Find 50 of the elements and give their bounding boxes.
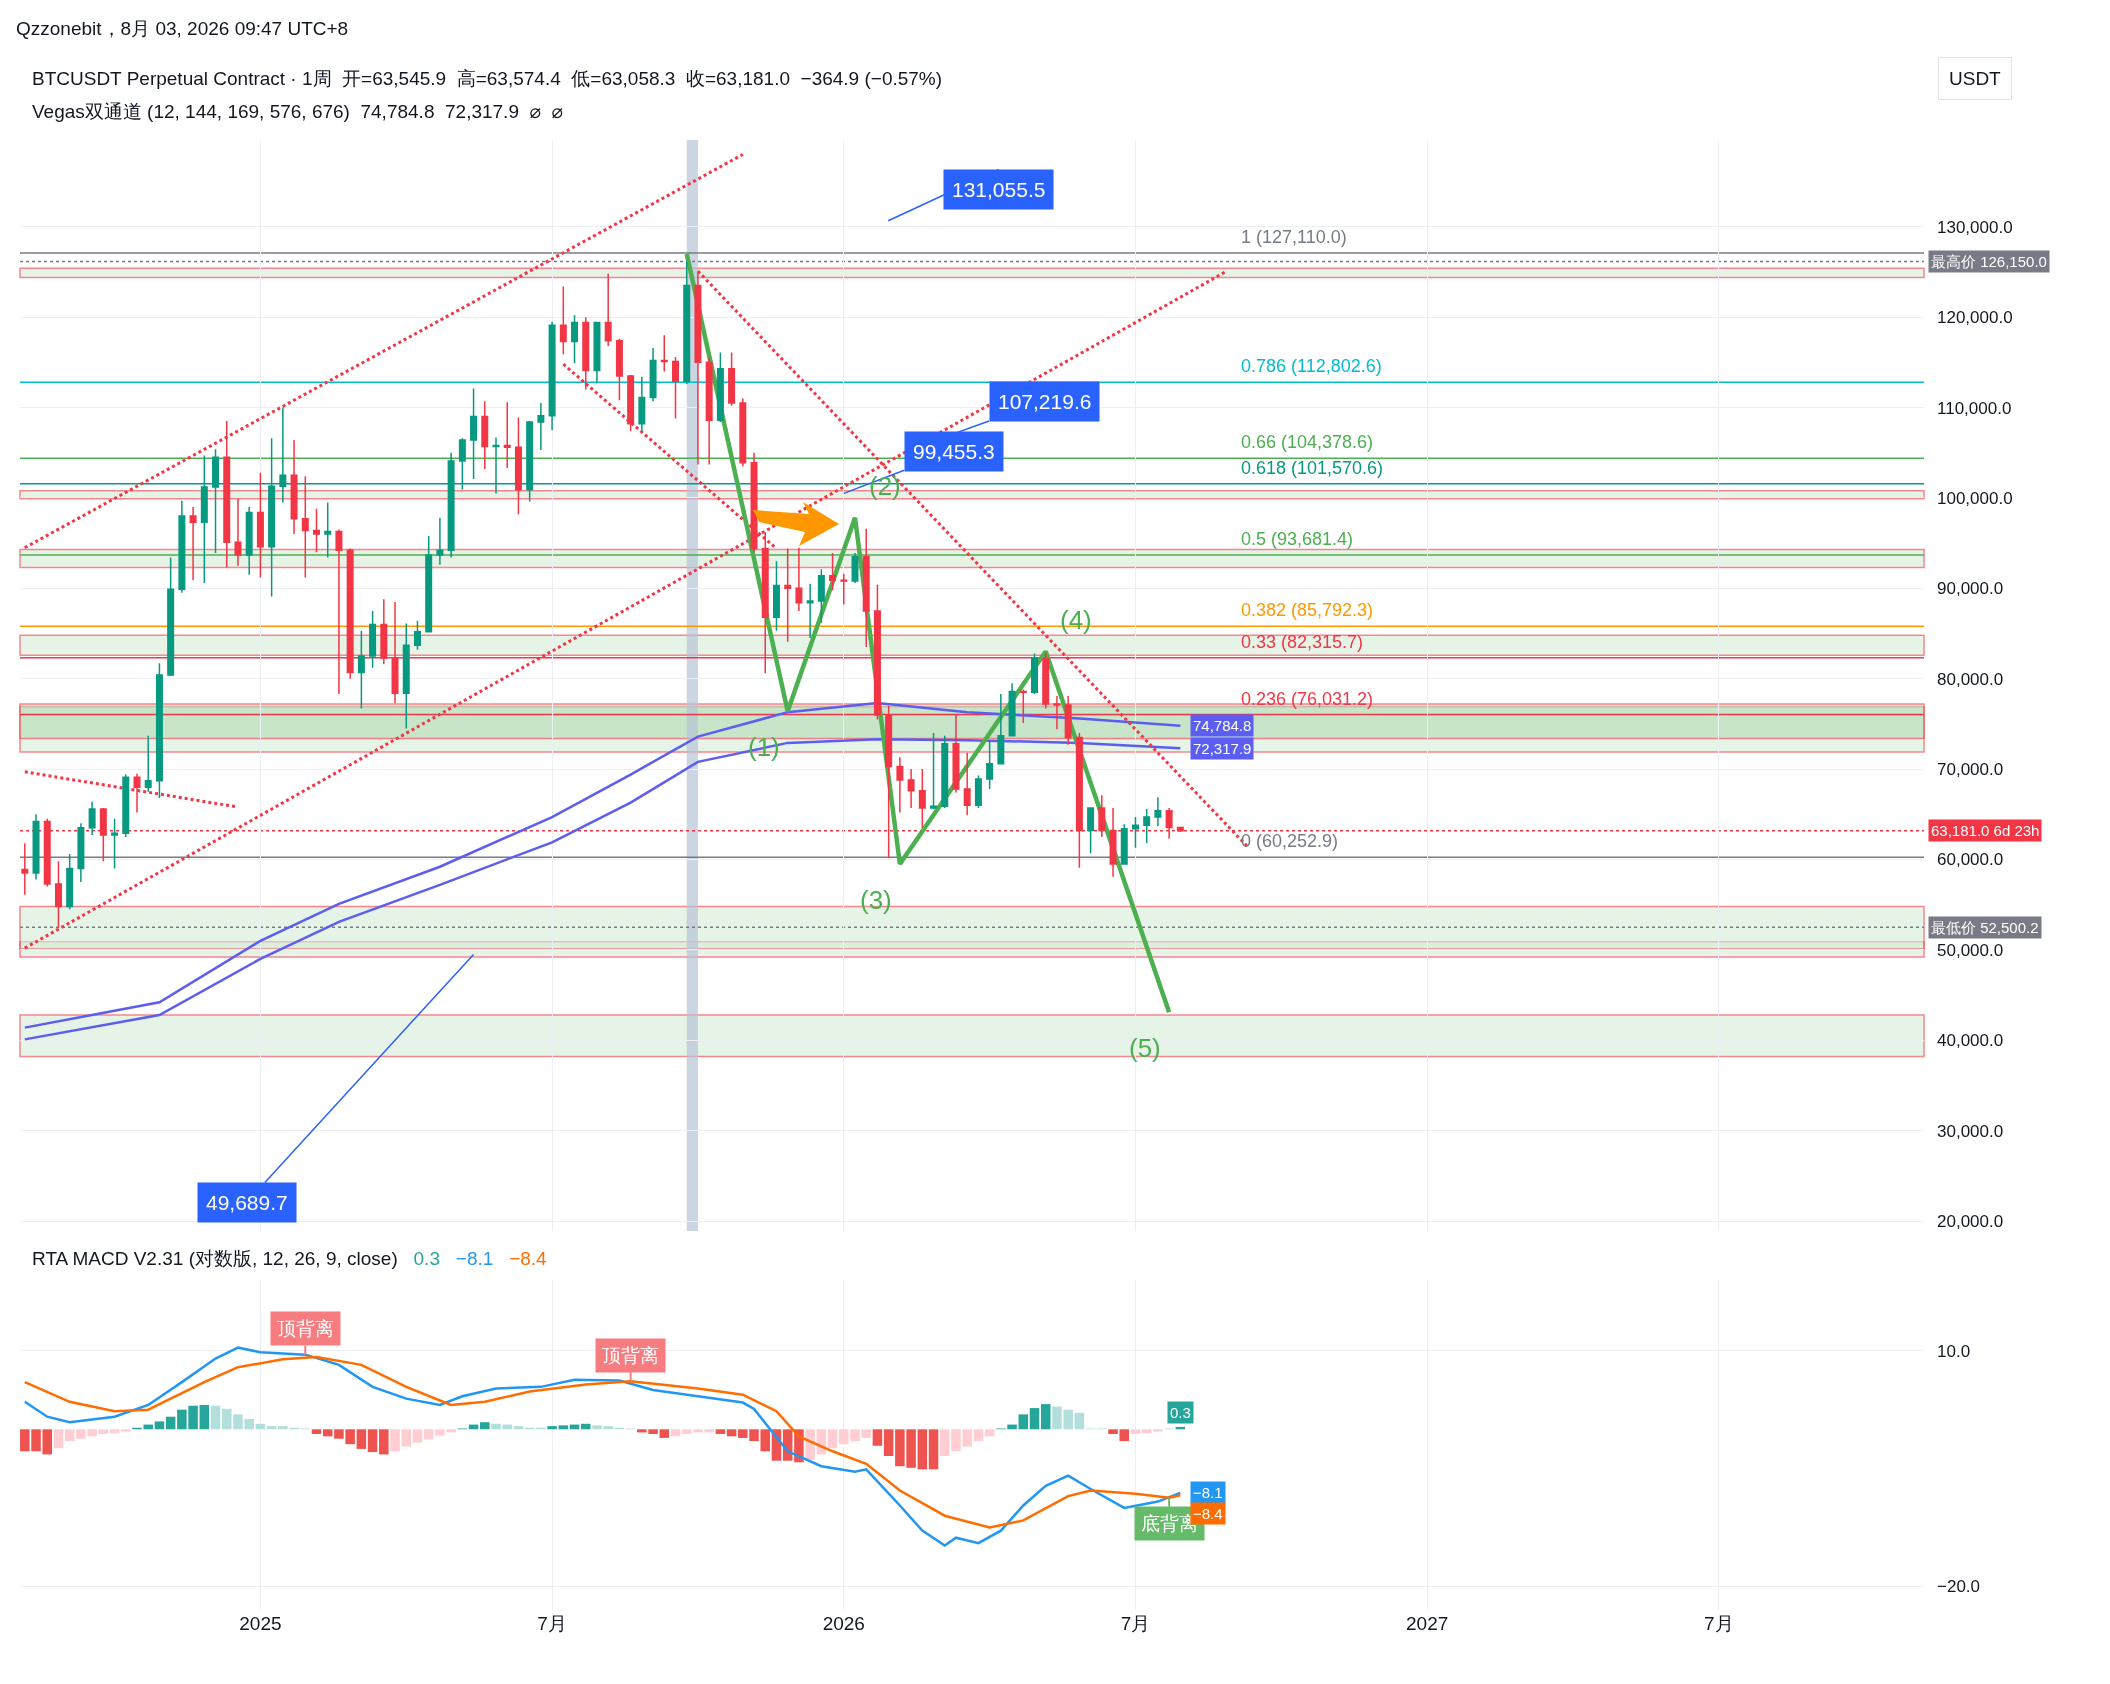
annotation: 49,689.7	[206, 1191, 288, 1214]
y-tick-label: 70,000.0	[1937, 760, 2004, 780]
ref-line-label: 最低价 52,500.2	[1931, 919, 2039, 936]
data-label: 74,784.8	[1193, 717, 1252, 734]
y-tick-label: 30,000.0	[1937, 1121, 2004, 1141]
ref-line-label: 1 (127,110.0)	[1241, 227, 1347, 247]
ref-line-label: 0.5 (93,681.4)	[1241, 529, 1354, 549]
text: −8.4	[509, 1248, 548, 1269]
x-tick-label: 2027	[1406, 1613, 1449, 1634]
y-tick-label: 110,000.0	[1937, 398, 2012, 418]
x-tick-label: 7月	[1704, 1613, 1734, 1634]
text: −8.1	[455, 1248, 494, 1269]
y-tick-label: 20,000.0	[1937, 1212, 2004, 1232]
text: 0.3	[413, 1248, 440, 1269]
chart-title: BTCUSDT Perpetual Contract · 1周 开=63,545.9 高=63,574.4 低=63,058.3 收=63,181.0 −364.9 (−0.57%)	[32, 68, 943, 89]
x-tick-label: 7月	[537, 1613, 567, 1634]
data-label: −8.1	[1193, 1484, 1223, 1501]
y-tick-label: 90,000.0	[1937, 579, 2004, 599]
y-axis-title: USDT	[1949, 68, 2002, 89]
ref-line-label: 0.786 (112,802.6)	[1241, 356, 1382, 376]
ref-line-label: 最高价 126,150.0	[1931, 253, 2047, 270]
y-tick-label: 40,000.0	[1937, 1031, 2004, 1051]
y-tick-label: 50,000.0	[1937, 940, 2004, 960]
chart-title: RTA MACD V2.31 (对数版, 12, 26, 9, close)	[32, 1248, 398, 1269]
y-tick-label: −20.0	[1937, 1577, 1981, 1597]
data-label: 72,317.9	[1193, 740, 1252, 757]
text: Qzzonebit，8月 03, 2026 09:47 UTC+8	[16, 18, 349, 39]
annotation: 107,219.6	[998, 390, 1092, 413]
ref-line-label: 0.66 (104,378.6)	[1241, 432, 1374, 452]
annotation: 顶背离	[277, 1318, 334, 1339]
x-tick-label: 2026	[822, 1613, 865, 1634]
ref-line-label: 0.382 (85,792.3)	[1241, 600, 1374, 620]
y-tick-label: 60,000.0	[1937, 850, 2004, 870]
ref-line-label: 63,181.0 6d 23h	[1931, 822, 2040, 839]
ref-line-label: 0.618 (101,570.6)	[1241, 458, 1384, 478]
ref-line-label: 0.236 (76,031.2)	[1241, 689, 1374, 709]
data-label: 0.3	[1170, 1404, 1191, 1421]
y-tick-label: 120,000.0	[1937, 308, 2013, 328]
y-tick-label: 100,000.0	[1937, 488, 2013, 508]
y-tick-label: 10.0	[1937, 1341, 1971, 1361]
annotation: (5)	[1129, 1033, 1161, 1063]
ref-line-label: 0.33 (82,315.7)	[1241, 632, 1364, 652]
y-tick-label: 80,000.0	[1937, 669, 2004, 689]
chart-subtitle: Vegas双通道 (12, 144, 169, 576, 676) 74,784.8 72,317.9 ⌀ ⌀	[32, 101, 563, 122]
annotation: 99,455.3	[913, 440, 995, 463]
y-tick-label: 130,000.0	[1937, 217, 2013, 237]
annotation: 顶背离	[602, 1345, 659, 1366]
annotation: 131,055.5	[952, 178, 1046, 201]
x-tick-label: 7月	[1120, 1613, 1151, 1634]
x-tick-label: 2025	[239, 1613, 282, 1634]
